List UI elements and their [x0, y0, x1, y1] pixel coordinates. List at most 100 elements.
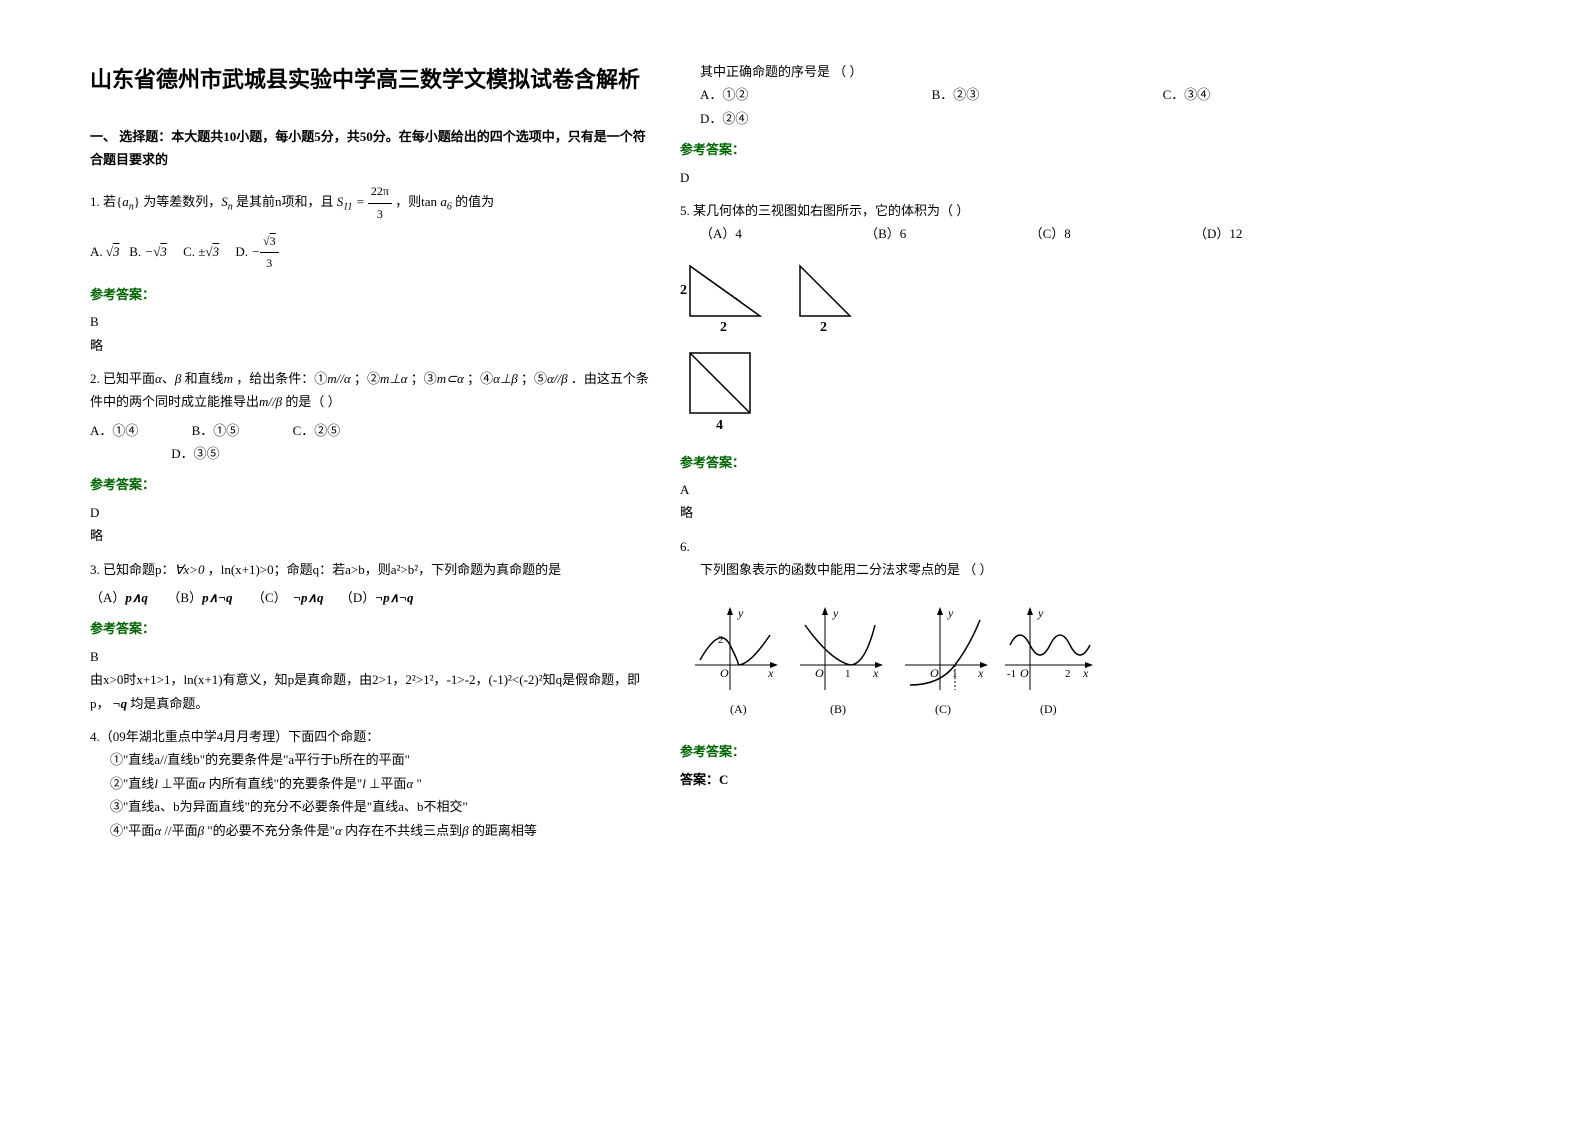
q1-mid1: 为等差数列， — [143, 194, 221, 209]
q5-text: 5. 某几何体的三视图如右图所示，它的体积为（ ） — [680, 199, 1497, 222]
q4-c4c: "的必要不充分条件是" — [207, 823, 335, 838]
q4-optD: D．②④ — [700, 107, 748, 130]
section-heading: 一、 选择题：本大题共10小题，每小题5分，共50分。在每小题给出的四个选项中，… — [90, 125, 650, 172]
svg-text:(B): (B) — [830, 702, 846, 716]
q3-answer-label: 参考答案： — [90, 617, 650, 640]
q4-c4: ④"平面 — [110, 823, 154, 838]
q3-optA: （A） — [90, 590, 125, 605]
svg-text:x: x — [1082, 666, 1089, 680]
q4-answer: D — [680, 166, 1497, 189]
svg-text:(D): (D) — [1040, 702, 1057, 716]
svg-text:4: 4 — [716, 418, 723, 433]
q2-t4: ；② — [354, 371, 380, 386]
svg-text:1: 1 — [952, 668, 958, 680]
svg-text:y: y — [1037, 606, 1044, 620]
q2-t2: 和直线 — [185, 371, 224, 386]
q1-mid2: 是其前n项和，且 — [236, 194, 334, 209]
q2-optC: C．②⑤ — [293, 419, 341, 442]
question-4: 4.（09年湖北重点中学4月月考理）下面四个命题： ①"直线a//直线b"的充要… — [90, 725, 650, 842]
q2-t5: ；③ — [411, 371, 437, 386]
question-3: 3. 已知命题p：∀x>0 ，ln(x+1)>0；命题q：若a>b，则a²>b²… — [90, 558, 650, 715]
q1-optC: C. — [183, 244, 195, 259]
q3-answer: B — [90, 645, 650, 668]
q5-optB: （B）6 — [865, 222, 906, 245]
q1-prefix: 1. 若 — [90, 194, 116, 209]
q4-c2: ②"直线 — [110, 776, 154, 791]
svg-text:2: 2 — [1065, 668, 1071, 680]
q3-optD: （D） — [340, 590, 375, 605]
svg-text:O: O — [1020, 666, 1029, 680]
svg-text:x: x — [872, 666, 879, 680]
q6-text: 下列图象表示的函数中能用二分法求零点的是 （ ） — [680, 558, 1497, 581]
q2-t1: 2. 已知平面 — [90, 371, 155, 386]
q4-c3: ③"直线a、b为异面直线"的充分不必要条件是"直线a、b不相交" — [90, 795, 650, 818]
q2-t6: ；④ — [467, 371, 493, 386]
q1-optA: A. — [90, 244, 103, 259]
q2-note: 略 — [90, 524, 650, 547]
q2-answer-label: 参考答案： — [90, 473, 650, 496]
svg-text:-1: -1 — [1007, 668, 1016, 680]
svg-text:1: 1 — [845, 668, 851, 680]
q5-answer: A — [680, 478, 1497, 501]
q1-mid3: ，则 — [395, 194, 421, 209]
svg-text:2: 2 — [820, 320, 827, 335]
q4-answer-label: 参考答案： — [680, 138, 1497, 161]
q5-optD: （D）12 — [1194, 222, 1242, 245]
q2-t9: 的是（ ） — [285, 394, 340, 409]
q6-answer: 答案：C — [680, 768, 1497, 791]
q4-c2b: ⊥平面 — [161, 776, 198, 791]
svg-text:2: 2 — [680, 283, 687, 298]
svg-text:(C): (C) — [935, 702, 951, 716]
q2-t7: ；⑤ — [521, 371, 547, 386]
q4-c1: ①"直线a//直线b"的充要条件是"a平行于b所在的平面" — [90, 748, 650, 771]
question-1: 1. 若{an} 为等差数列，Sn 是其前n项和，且 S11 = 22π3 ，则… — [90, 181, 650, 357]
q4-c4e: 的距离相等 — [472, 823, 537, 838]
q4-optB: B．②③ — [932, 83, 980, 106]
q3-optC: （C） — [252, 590, 287, 605]
q4-optA: A．①② — [700, 83, 748, 106]
q1-optD: D. — [235, 244, 248, 259]
svg-text:2: 2 — [720, 320, 727, 335]
q4-c4d: 内存在不共线三点到 — [345, 823, 462, 838]
svg-text:y: y — [737, 606, 744, 620]
q4-tail: 其中正确命题的序号是 （ ） — [680, 60, 1497, 83]
svg-text:(A): (A) — [730, 702, 747, 716]
q4-c2c: 内所有直线"的充要条件是" — [209, 776, 363, 791]
q4-c2d: ⊥平面 — [369, 776, 406, 791]
svg-text:x: x — [767, 666, 774, 680]
q6-answer-label: 参考答案： — [680, 740, 1497, 763]
svg-text:y: y — [947, 606, 954, 620]
svg-text:x: x — [977, 666, 984, 680]
q1-optB: B. — [129, 244, 141, 259]
q2-optA: A．①④ — [90, 419, 138, 442]
question-2: 2. 已知平面α、β 和直线m ，给出条件：①m//α ；②m⊥α ；③m⊂α … — [90, 367, 650, 548]
q5-optA: （A）4 — [700, 222, 742, 245]
page-title: 山东省德州市武城县实验中学高三数学文模拟试卷含解析 — [90, 60, 650, 100]
q2-t3: ，给出条件：① — [236, 371, 327, 386]
question-6: 6. 下列图象表示的函数中能用二分法求零点的是 （ ） 2 O x — [680, 535, 1497, 791]
q5-answer-label: 参考答案： — [680, 451, 1497, 474]
q6-num: 6. — [680, 535, 1497, 558]
svg-text:y: y — [832, 606, 839, 620]
q2-answer: D — [90, 501, 650, 524]
q5-optC: （C）8 — [1030, 222, 1071, 245]
q5-note: 略 — [680, 501, 1497, 524]
q1-answer: B — [90, 310, 650, 333]
q3-t2: ，ln(x+1)>0；命题q：若a>b，则a²>b²，下列命题为真命题的是 — [208, 562, 561, 577]
q4-text: 4.（09年湖北重点中学4月月考理）下面四个命题： — [90, 725, 650, 748]
svg-text:O: O — [720, 666, 729, 680]
svg-text:O: O — [930, 666, 939, 680]
q3-t1: 3. 已知命题p： — [90, 562, 175, 577]
q1-answer-label: 参考答案： — [90, 283, 650, 306]
q1-note: 略 — [90, 334, 650, 357]
svg-text:O: O — [815, 666, 824, 680]
q1-suffix: 的值为 — [455, 194, 494, 209]
q6-graphs: 2 O x y (A) 1 O x — [680, 605, 1497, 732]
three-views-diagram: 2 2 2 4 — [680, 256, 1497, 441]
question-5: 5. 某几何体的三视图如右图所示，它的体积为（ ） （A）4 （B）6 （C）8… — [680, 199, 1497, 525]
q4-optC: C．③④ — [1163, 83, 1211, 106]
q4-c4b: //平面 — [164, 823, 197, 838]
q2-optD: D．③⑤ — [171, 446, 219, 461]
svg-text:2: 2 — [718, 634, 724, 646]
q3-optB: （B） — [167, 590, 202, 605]
